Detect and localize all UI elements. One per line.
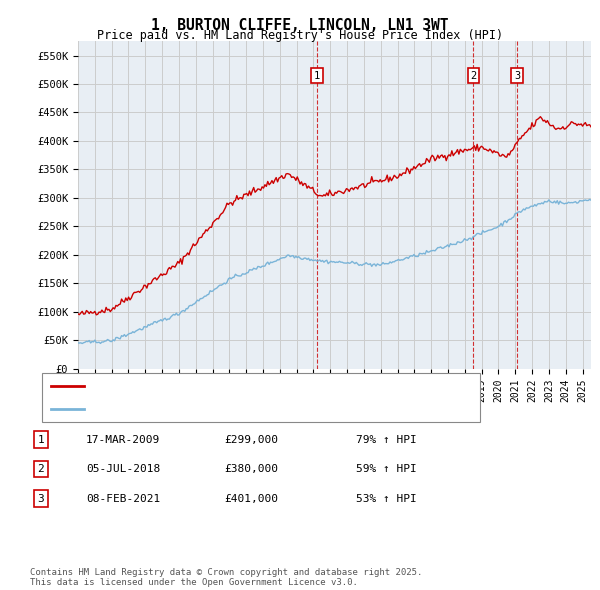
Text: 3: 3 xyxy=(37,494,44,503)
Text: 53% ↑ HPI: 53% ↑ HPI xyxy=(356,494,416,503)
Text: 79% ↑ HPI: 79% ↑ HPI xyxy=(356,435,416,444)
Text: Price paid vs. HM Land Registry's House Price Index (HPI): Price paid vs. HM Land Registry's House … xyxy=(97,30,503,42)
Text: 08-FEB-2021: 08-FEB-2021 xyxy=(86,494,160,503)
Text: 1: 1 xyxy=(314,71,320,81)
Text: £299,000: £299,000 xyxy=(224,435,278,444)
Text: 59% ↑ HPI: 59% ↑ HPI xyxy=(356,464,416,474)
Text: £401,000: £401,000 xyxy=(224,494,278,503)
Text: 1: 1 xyxy=(37,435,44,444)
Text: 2: 2 xyxy=(37,464,44,474)
Text: Contains HM Land Registry data © Crown copyright and database right 2025.
This d: Contains HM Land Registry data © Crown c… xyxy=(30,568,422,587)
Text: 1, BURTON CLIFFE, LINCOLN, LN1 3WT: 1, BURTON CLIFFE, LINCOLN, LN1 3WT xyxy=(151,18,449,32)
Text: 05-JUL-2018: 05-JUL-2018 xyxy=(86,464,160,474)
Text: 1, BURTON CLIFFE, LINCOLN, LN1 3WT (detached house): 1, BURTON CLIFFE, LINCOLN, LN1 3WT (deta… xyxy=(90,382,409,391)
Text: 3: 3 xyxy=(514,71,520,81)
Text: 2: 2 xyxy=(470,71,476,81)
Text: £380,000: £380,000 xyxy=(224,464,278,474)
Text: 17-MAR-2009: 17-MAR-2009 xyxy=(86,435,160,444)
Text: HPI: Average price, detached house, Lincoln: HPI: Average price, detached house, Linc… xyxy=(90,404,359,414)
